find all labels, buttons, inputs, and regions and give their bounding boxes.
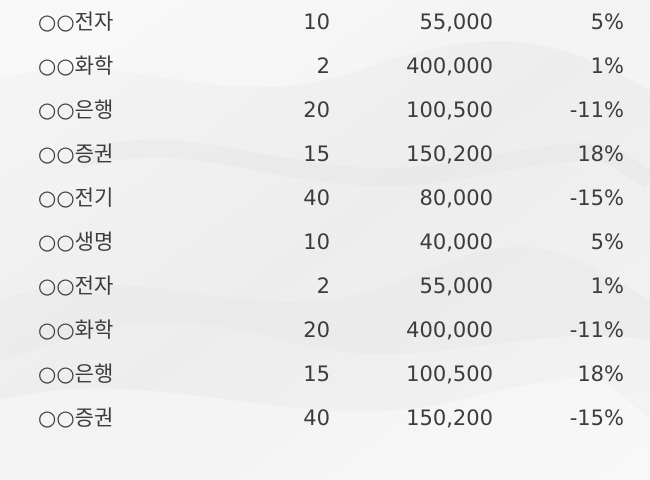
- stock-change-percent: 18%: [577, 142, 624, 166]
- stock-price: 55,000: [419, 10, 493, 34]
- stock-name: ○○전자: [38, 274, 114, 298]
- stock-price: 150,200: [406, 142, 493, 166]
- table-row: ○○전기 40 80,000 -15%: [0, 176, 650, 220]
- stock-name: ○○전기: [38, 186, 114, 210]
- stock-name: ○○증권: [38, 406, 114, 430]
- stock-quantity: 40: [303, 186, 330, 210]
- table-row: ○○생명 10 40,000 5%: [0, 220, 650, 264]
- stock-quantity: 20: [303, 318, 330, 342]
- stock-name: ○○전자: [38, 10, 114, 34]
- stock-price: 400,000: [406, 318, 493, 342]
- stock-change-percent: 5%: [590, 230, 624, 254]
- table-row: ○○화학 20 400,000 -11%: [0, 308, 650, 352]
- stock-name: ○○화학: [38, 54, 114, 78]
- stock-price: 400,000: [406, 54, 493, 78]
- stock-price: 100,500: [406, 98, 493, 122]
- stock-quantity: 15: [303, 362, 330, 386]
- stock-name: ○○생명: [38, 230, 114, 254]
- stock-change-percent: -15%: [569, 186, 624, 210]
- stock-quantity: 10: [303, 10, 330, 34]
- stock-change-percent: 18%: [577, 362, 624, 386]
- stock-quantity: 20: [303, 98, 330, 122]
- stock-change-percent: -11%: [569, 98, 624, 122]
- stock-quantity: 2: [316, 54, 330, 78]
- stock-price: 55,000: [419, 274, 493, 298]
- stock-price: 40,000: [419, 230, 493, 254]
- table-row: ○○전자 10 55,000 5%: [0, 0, 650, 44]
- table-row: ○○증권 40 150,200 -15%: [0, 396, 650, 440]
- table-row: ○○은행 20 100,500 -11%: [0, 88, 650, 132]
- table-row: ○○증권 15 150,200 18%: [0, 132, 650, 176]
- table-row: ○○전자 2 55,000 1%: [0, 264, 650, 308]
- stock-price: 80,000: [419, 186, 493, 210]
- stock-name: ○○증권: [38, 142, 114, 166]
- stock-name: ○○화학: [38, 318, 114, 342]
- table-row: ○○은행 15 100,500 18%: [0, 352, 650, 396]
- stock-quantity: 10: [303, 230, 330, 254]
- stock-change-percent: 5%: [590, 10, 624, 34]
- stock-change-percent: 1%: [590, 54, 624, 78]
- stock-price: 150,200: [406, 406, 493, 430]
- stock-change-percent: 1%: [590, 274, 624, 298]
- stock-name: ○○은행: [38, 98, 114, 122]
- table-row: ○○화학 2 400,000 1%: [0, 44, 650, 88]
- stock-change-percent: -15%: [569, 406, 624, 430]
- stock-quantity: 2: [316, 274, 330, 298]
- stock-name: ○○은행: [38, 362, 114, 386]
- stock-quantity: 40: [303, 406, 330, 430]
- stock-quantity: 15: [303, 142, 330, 166]
- stock-change-percent: -11%: [569, 318, 624, 342]
- stock-price: 100,500: [406, 362, 493, 386]
- stock-table: ○○전자 10 55,000 5% ○○화학 2 400,000 1% ○○은행…: [0, 0, 650, 440]
